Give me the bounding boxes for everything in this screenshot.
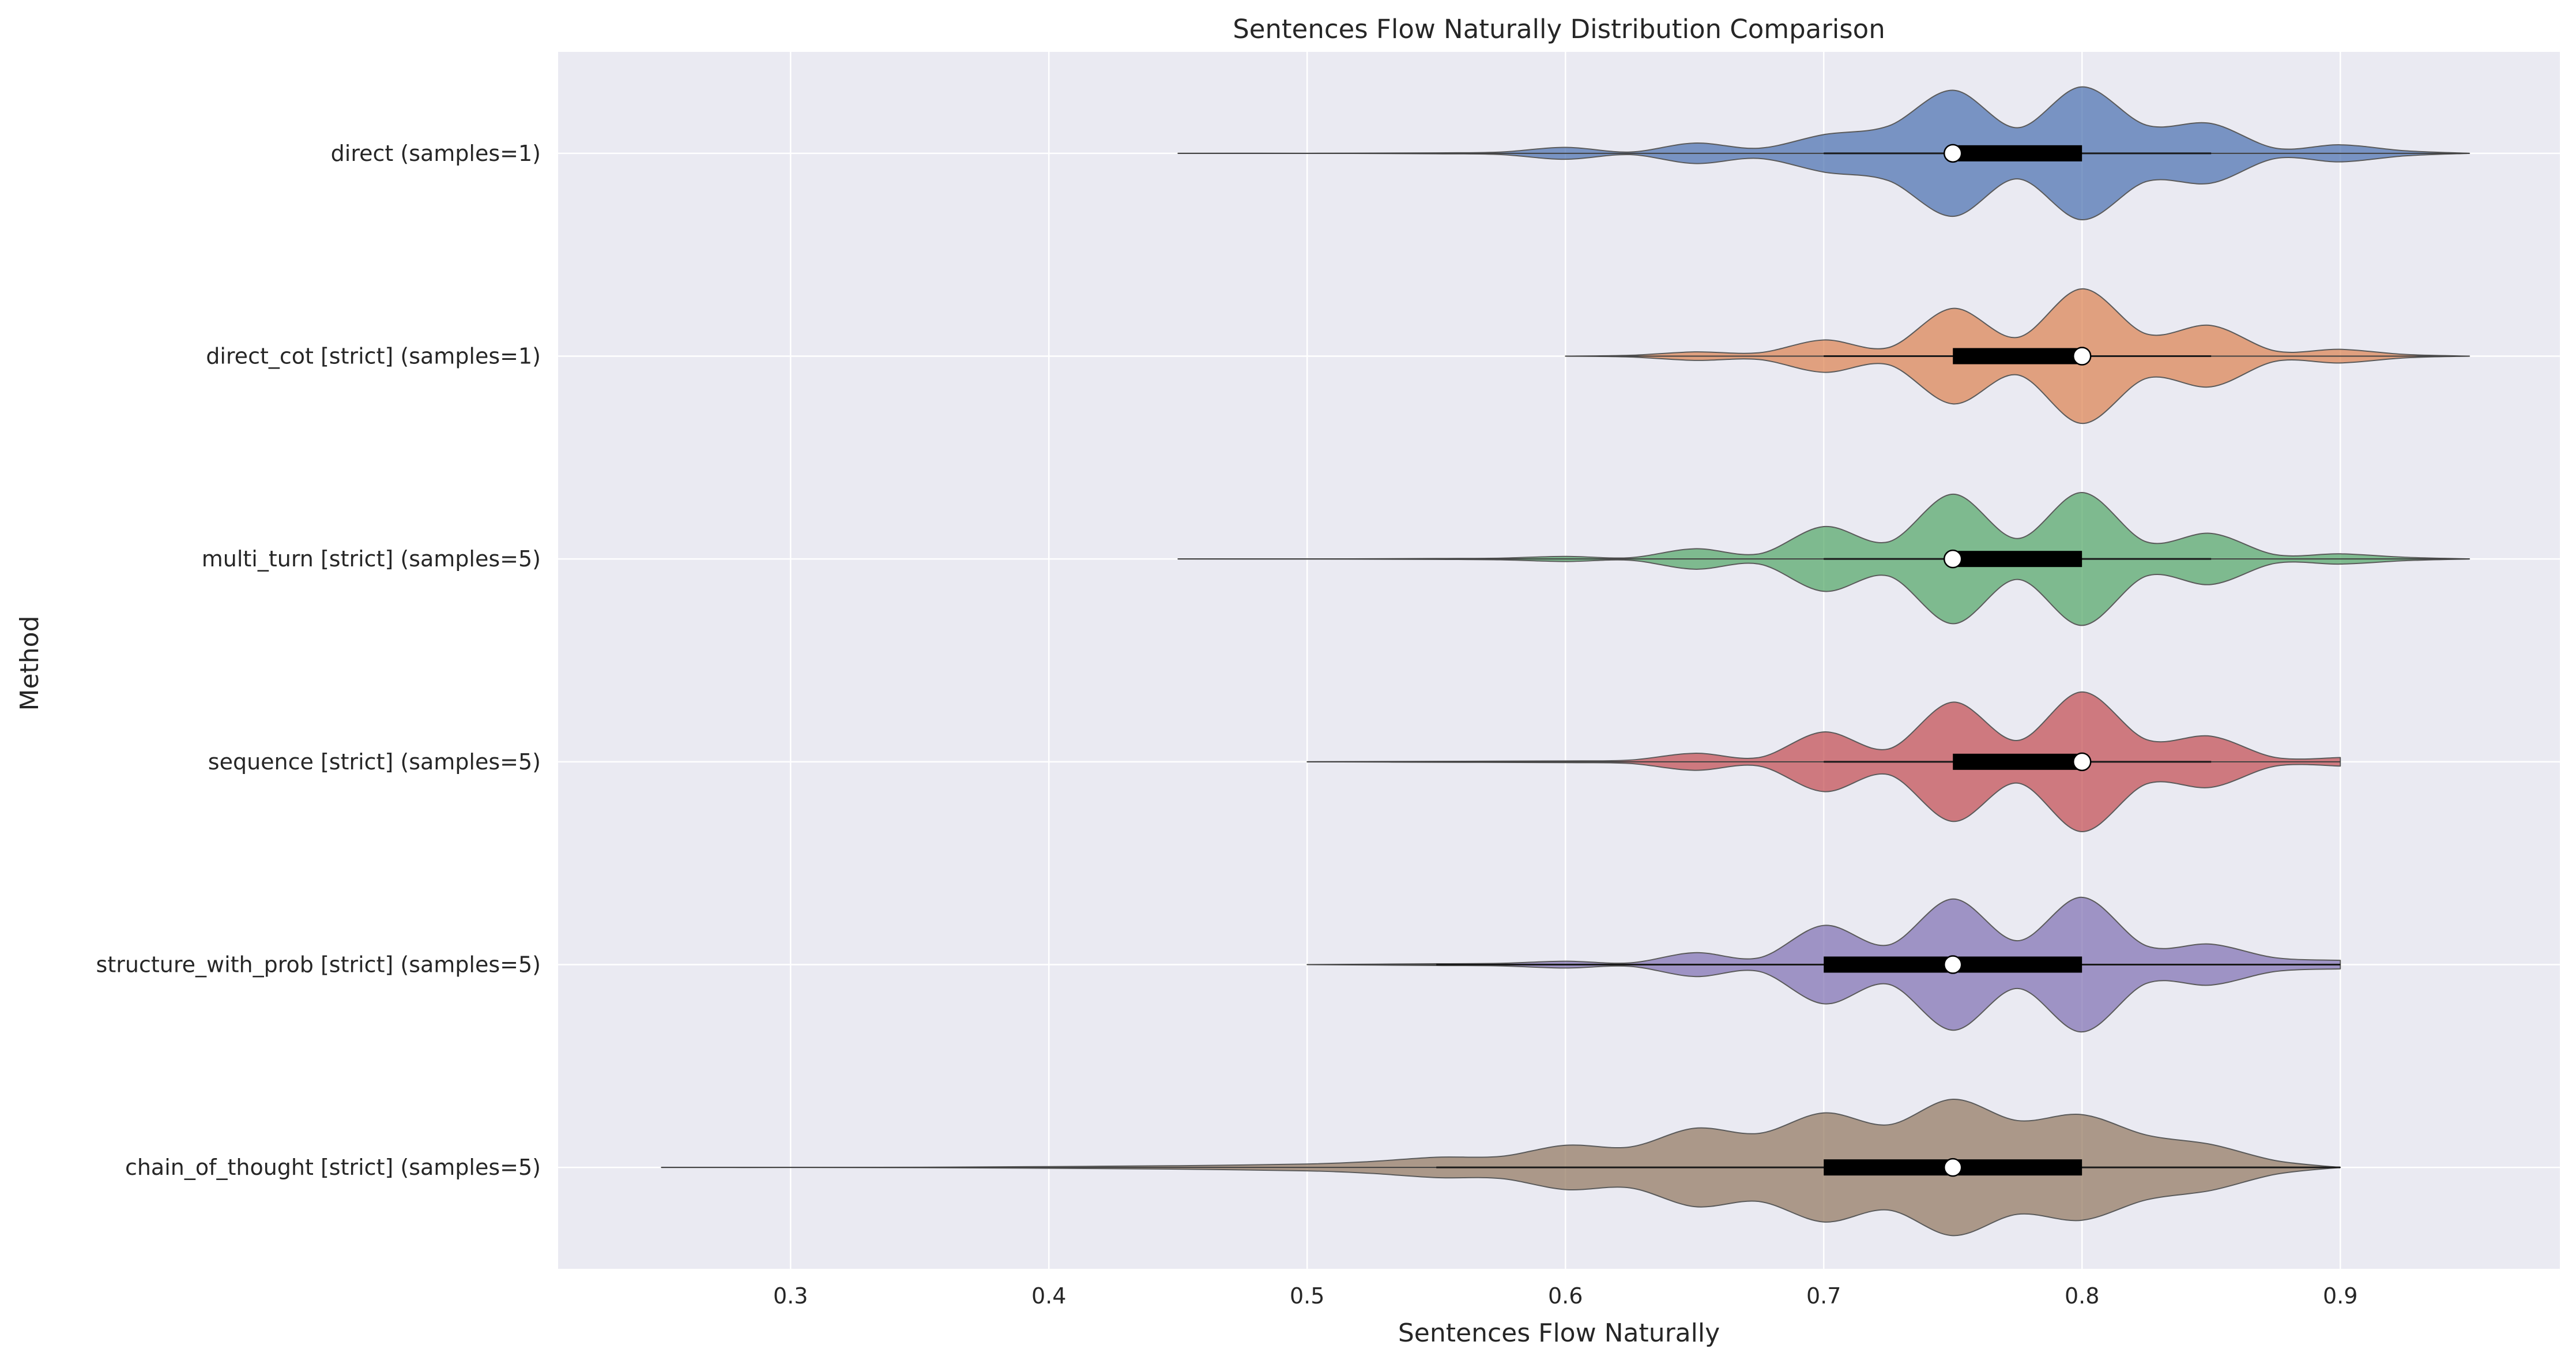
median-marker — [1943, 144, 1963, 163]
violin-group — [1306, 896, 2341, 1033]
median-marker — [1943, 955, 1963, 974]
violin-group — [1306, 691, 2341, 832]
category-label: structure_with_prob [strict] (samples=5) — [96, 952, 541, 978]
category-label: chain_of_thought [strict] (samples=5) — [125, 1155, 541, 1180]
violin-group — [1177, 86, 2470, 221]
violin-group — [661, 1099, 2341, 1237]
x-tick-label: 0.7 — [1806, 1283, 1841, 1309]
x-tick-label: 0.6 — [1548, 1283, 1583, 1309]
x-axis-label: Sentences Flow Naturally — [1398, 1318, 1720, 1348]
x-axis-ticks: 0.3 0.4 0.5 0.6 0.7 0.8 0.9 — [773, 1283, 2357, 1309]
x-tick-label: 0.4 — [1031, 1283, 1066, 1309]
x-tick-label: 0.9 — [2323, 1283, 2357, 1309]
iqr-box — [1953, 753, 2082, 770]
x-tick-label: 0.3 — [773, 1283, 808, 1309]
y-axis-label: Method — [15, 615, 44, 711]
category-label: sequence [strict] (samples=5) — [208, 749, 541, 775]
iqr-box — [1953, 551, 2082, 568]
median-marker — [1943, 1158, 1963, 1177]
median-marker — [2072, 752, 2092, 772]
x-tick-label: 0.5 — [1290, 1283, 1324, 1309]
category-label: direct (samples=1) — [331, 141, 541, 166]
violin-group — [1177, 491, 2470, 626]
median-marker — [2072, 347, 2092, 366]
iqr-box — [1953, 348, 2082, 365]
median-marker — [1943, 549, 1963, 569]
category-label: direct_cot [strict] (samples=1) — [206, 344, 541, 369]
plot-background — [558, 52, 2560, 1269]
x-tick-label: 0.8 — [2065, 1283, 2099, 1309]
violins — [661, 86, 2470, 1237]
y-axis-categories: direct (samples=1) direct_cot [strict] (s… — [96, 141, 541, 1180]
category-label: multi_turn [strict] (samples=5) — [202, 546, 541, 572]
chart-title: Sentences Flow Naturally Distribution Co… — [1233, 14, 1885, 44]
violin-group — [1565, 288, 2470, 424]
iqr-box — [1953, 145, 2082, 161]
